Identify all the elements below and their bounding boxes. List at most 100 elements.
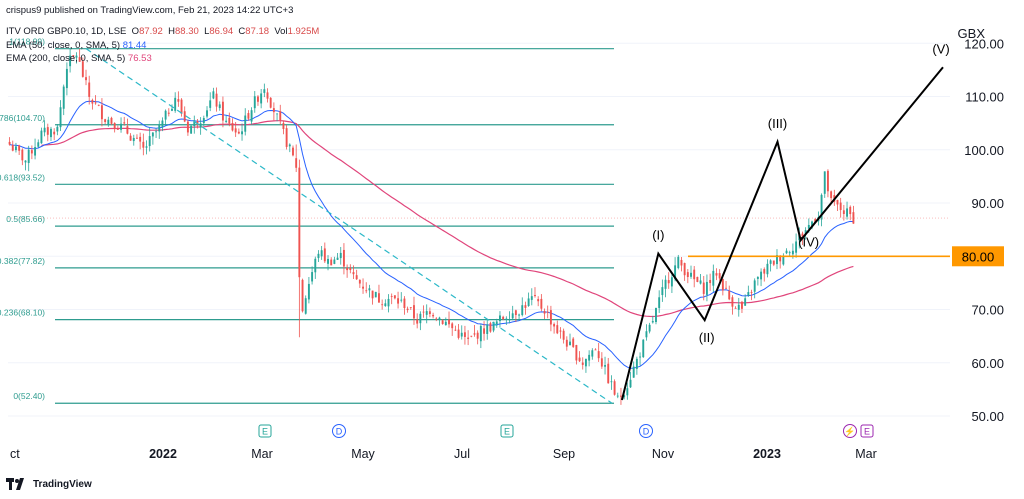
candle[interactable]	[167, 108, 170, 117]
candle[interactable]	[839, 197, 842, 218]
candle[interactable]	[553, 322, 556, 334]
candle[interactable]	[699, 274, 702, 285]
candle[interactable]	[651, 315, 654, 324]
candle[interactable]	[518, 313, 521, 321]
candle[interactable]	[409, 307, 412, 310]
candle[interactable]	[413, 296, 415, 325]
candle[interactable]	[766, 259, 769, 278]
candle[interactable]	[849, 205, 852, 221]
candle[interactable]	[655, 307, 657, 325]
candle[interactable]	[400, 292, 403, 303]
candle[interactable]	[597, 342, 600, 362]
candle[interactable]	[50, 126, 52, 141]
candle[interactable]	[209, 92, 212, 112]
candle[interactable]	[155, 128, 158, 139]
candle[interactable]	[81, 57, 84, 78]
candle[interactable]	[565, 336, 568, 351]
candle[interactable]	[18, 144, 21, 156]
candle[interactable]	[460, 325, 463, 340]
candle[interactable]	[21, 148, 24, 166]
candle[interactable]	[393, 295, 396, 300]
candle[interactable]	[670, 272, 673, 293]
candle[interactable]	[569, 333, 571, 346]
candle[interactable]	[320, 245, 323, 260]
candle[interactable]	[543, 308, 546, 320]
candle[interactable]	[164, 109, 167, 126]
candle[interactable]	[247, 110, 250, 121]
candle[interactable]	[323, 242, 326, 263]
candle[interactable]	[148, 127, 151, 152]
candle[interactable]	[24, 160, 27, 171]
candle[interactable]	[244, 108, 247, 136]
candle[interactable]	[46, 123, 49, 142]
candle[interactable]	[760, 268, 763, 287]
candle[interactable]	[842, 204, 845, 221]
candle[interactable]	[616, 392, 619, 399]
candle[interactable]	[476, 330, 479, 345]
candle[interactable]	[234, 122, 237, 137]
tradingview-logo[interactable]: TradingView	[6, 478, 92, 490]
candle[interactable]	[151, 131, 154, 145]
candle[interactable]	[199, 117, 202, 135]
candle[interactable]	[731, 295, 734, 315]
candle[interactable]	[686, 269, 689, 284]
candle[interactable]	[610, 375, 613, 390]
candle[interactable]	[295, 144, 298, 173]
candle[interactable]	[15, 142, 17, 153]
candle[interactable]	[756, 276, 759, 286]
candle[interactable]	[397, 291, 400, 309]
candle[interactable]	[8, 137, 11, 146]
candle[interactable]	[266, 88, 269, 103]
candle[interactable]	[43, 120, 46, 137]
dashed-trendline[interactable]	[85, 48, 613, 404]
candle[interactable]	[600, 352, 603, 369]
candle[interactable]	[272, 102, 275, 121]
candle[interactable]	[126, 118, 129, 135]
candle[interactable]	[632, 361, 635, 378]
candle[interactable]	[594, 348, 597, 351]
candle[interactable]	[705, 274, 708, 302]
candle[interactable]	[384, 299, 387, 307]
candle[interactable]	[180, 98, 183, 117]
candle[interactable]	[725, 281, 727, 290]
candle[interactable]	[390, 293, 393, 305]
candle[interactable]	[113, 122, 116, 133]
candle[interactable]	[158, 120, 161, 139]
candle[interactable]	[174, 92, 177, 113]
candle[interactable]	[221, 96, 224, 128]
candle[interactable]	[690, 265, 692, 279]
candle[interactable]	[591, 348, 594, 360]
candle[interactable]	[228, 112, 231, 127]
candle[interactable]	[658, 290, 661, 313]
candle[interactable]	[336, 252, 339, 261]
candle[interactable]	[530, 288, 533, 306]
candle[interactable]	[499, 311, 501, 328]
candle[interactable]	[454, 325, 457, 332]
candle[interactable]	[231, 118, 234, 132]
candle[interactable]	[521, 297, 524, 317]
candle[interactable]	[59, 100, 62, 132]
event-marker-earnings[interactable]: E	[258, 424, 272, 438]
candle[interactable]	[750, 289, 753, 301]
candle[interactable]	[129, 133, 132, 141]
candle[interactable]	[648, 322, 651, 334]
candle[interactable]	[546, 305, 549, 319]
candle[interactable]	[69, 48, 72, 73]
candle[interactable]	[422, 305, 425, 318]
candle[interactable]	[683, 262, 686, 281]
candle[interactable]	[62, 84, 65, 116]
time-axis[interactable]: ct 2022 Mar May Jul Sep Nov 2023 Mar	[10, 447, 877, 461]
candle[interactable]	[744, 294, 747, 306]
candle[interactable]	[215, 87, 218, 112]
candle[interactable]	[56, 124, 59, 136]
candle[interactable]	[486, 320, 489, 340]
candle[interactable]	[483, 321, 485, 341]
candle[interactable]	[737, 297, 740, 317]
candle[interactable]	[65, 62, 68, 96]
candle[interactable]	[715, 268, 718, 281]
candle[interactable]	[145, 140, 148, 155]
candlesticks[interactable]	[8, 48, 855, 405]
candle[interactable]	[352, 265, 355, 280]
candle[interactable]	[403, 296, 406, 315]
candle[interactable]	[330, 257, 333, 266]
